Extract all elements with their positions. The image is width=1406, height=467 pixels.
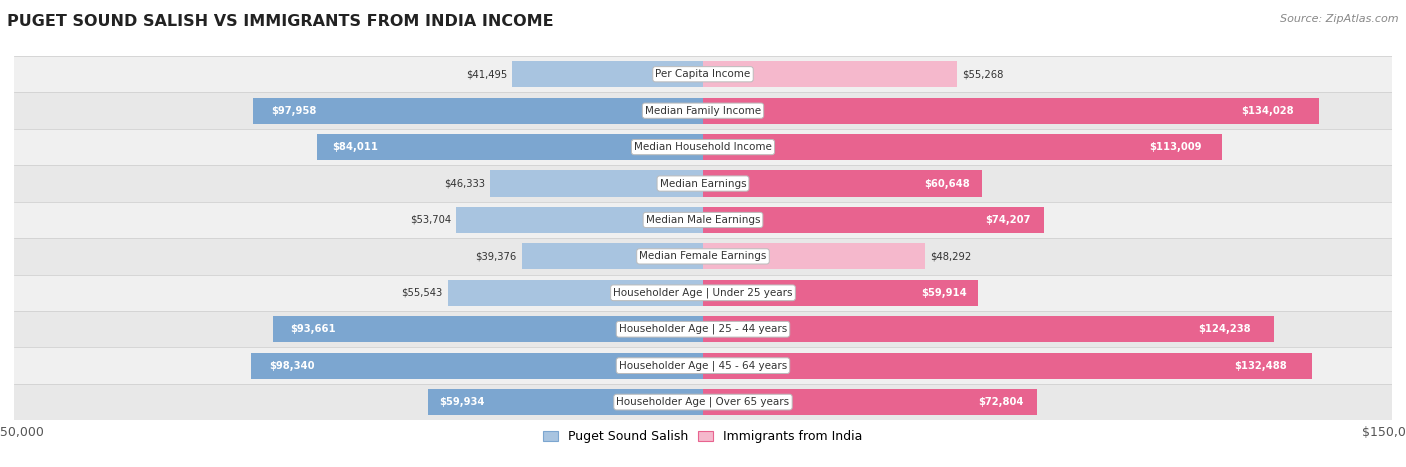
Text: $124,238: $124,238 <box>1198 324 1251 334</box>
Bar <box>457 207 703 233</box>
Text: $48,292: $48,292 <box>931 251 972 262</box>
Bar <box>703 134 1222 160</box>
Bar <box>512 61 703 87</box>
Bar <box>14 347 1392 384</box>
Bar <box>318 134 703 160</box>
Bar <box>14 311 1392 347</box>
Bar <box>14 165 1392 202</box>
Bar <box>14 202 1392 238</box>
Text: Per Capita Income: Per Capita Income <box>655 69 751 79</box>
Bar <box>252 353 703 379</box>
Text: Median Female Earnings: Median Female Earnings <box>640 251 766 262</box>
Text: $72,804: $72,804 <box>979 397 1024 407</box>
Bar <box>273 316 703 342</box>
Bar <box>703 61 957 87</box>
Bar <box>14 56 1392 92</box>
Text: $59,934: $59,934 <box>439 397 484 407</box>
Text: $46,333: $46,333 <box>444 178 485 189</box>
Text: $98,340: $98,340 <box>270 361 315 371</box>
Text: $134,028: $134,028 <box>1241 106 1294 116</box>
Bar <box>703 389 1038 415</box>
Text: $39,376: $39,376 <box>475 251 516 262</box>
Text: Householder Age | 45 - 64 years: Householder Age | 45 - 64 years <box>619 361 787 371</box>
Bar <box>491 170 703 197</box>
Text: Householder Age | Under 25 years: Householder Age | Under 25 years <box>613 288 793 298</box>
Text: $113,009: $113,009 <box>1149 142 1201 152</box>
Text: Median Earnings: Median Earnings <box>659 178 747 189</box>
Text: Median Household Income: Median Household Income <box>634 142 772 152</box>
Bar <box>14 384 1392 420</box>
Text: Householder Age | 25 - 44 years: Householder Age | 25 - 44 years <box>619 324 787 334</box>
Bar <box>522 243 703 269</box>
Bar <box>703 170 981 197</box>
Bar <box>703 98 1319 124</box>
Bar <box>703 353 1312 379</box>
Bar <box>703 280 979 306</box>
Text: $55,543: $55,543 <box>401 288 443 298</box>
Text: $97,958: $97,958 <box>271 106 316 116</box>
Text: Median Male Earnings: Median Male Earnings <box>645 215 761 225</box>
Bar <box>14 238 1392 275</box>
Bar <box>703 316 1274 342</box>
Bar <box>703 243 925 269</box>
Text: $132,488: $132,488 <box>1234 361 1286 371</box>
Bar <box>427 389 703 415</box>
Text: Source: ZipAtlas.com: Source: ZipAtlas.com <box>1281 14 1399 24</box>
Text: $74,207: $74,207 <box>984 215 1031 225</box>
Bar <box>253 98 703 124</box>
Text: PUGET SOUND SALISH VS IMMIGRANTS FROM INDIA INCOME: PUGET SOUND SALISH VS IMMIGRANTS FROM IN… <box>7 14 554 29</box>
Text: $93,661: $93,661 <box>290 324 336 334</box>
Bar <box>449 280 703 306</box>
Bar <box>14 275 1392 311</box>
Bar <box>14 129 1392 165</box>
Legend: Puget Sound Salish, Immigrants from India: Puget Sound Salish, Immigrants from Indi… <box>543 430 863 443</box>
Text: $84,011: $84,011 <box>333 142 378 152</box>
Text: $53,704: $53,704 <box>409 215 451 225</box>
Text: Median Family Income: Median Family Income <box>645 106 761 116</box>
Bar <box>703 207 1043 233</box>
Text: $41,495: $41,495 <box>465 69 508 79</box>
Text: Householder Age | Over 65 years: Householder Age | Over 65 years <box>616 397 790 407</box>
Text: $60,648: $60,648 <box>925 178 970 189</box>
Text: $59,914: $59,914 <box>921 288 967 298</box>
Bar <box>14 92 1392 129</box>
Text: $55,268: $55,268 <box>962 69 1004 79</box>
